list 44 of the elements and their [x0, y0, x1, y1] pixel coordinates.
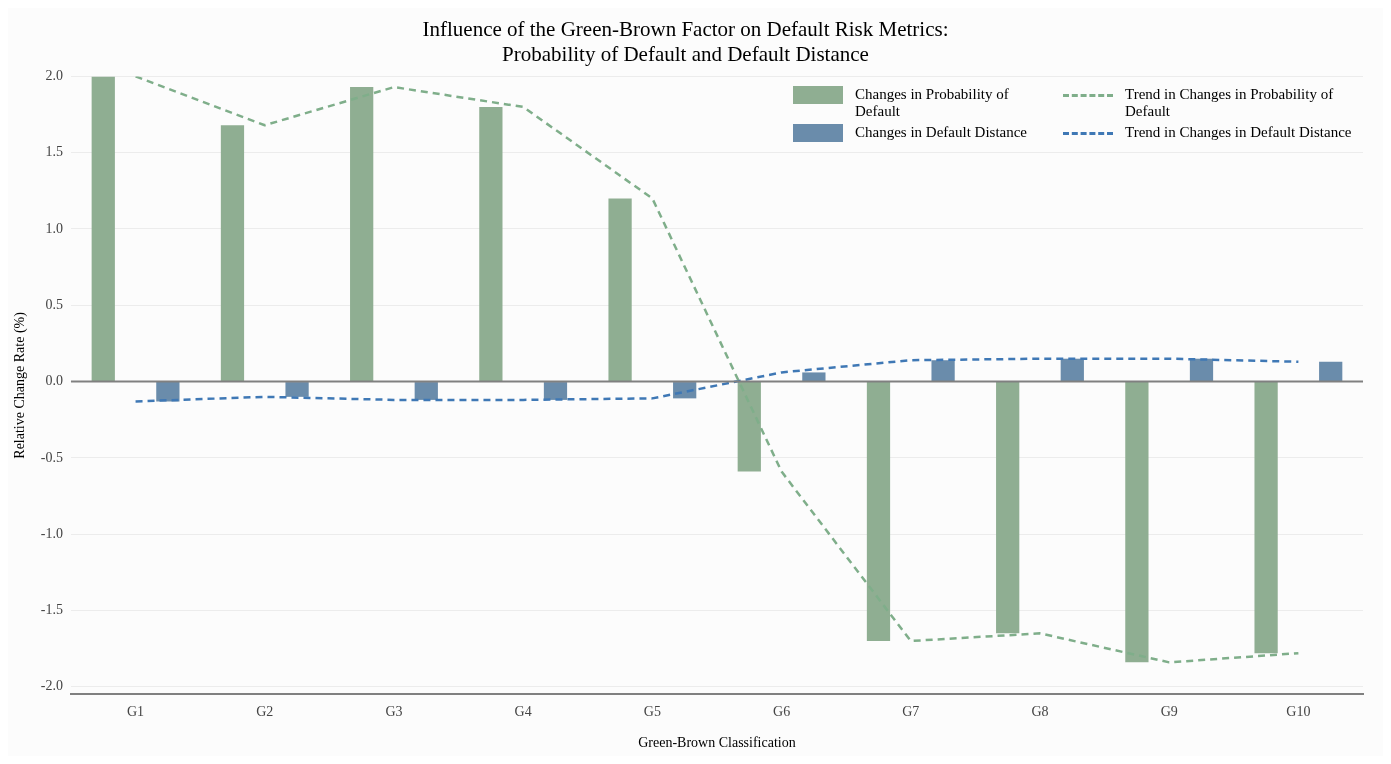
- bar: [479, 106, 503, 382]
- y-axis-title: Relative Change Rate (%): [12, 311, 29, 459]
- x-tick-label: G7: [902, 704, 920, 720]
- x-tick-label: G10: [1286, 704, 1311, 720]
- x-tick-label: G1: [127, 704, 145, 720]
- legend-label: Changes in Probability of Default: [855, 86, 1010, 120]
- bar: [1060, 358, 1084, 382]
- bar: [1189, 358, 1214, 382]
- y-tick-label: 2.0: [45, 68, 63, 84]
- legend-label: Trend in Changes in Probability of Default: [1125, 86, 1335, 120]
- x-axis-title: Green-Brown Classification: [638, 735, 796, 751]
- x-tick-label: G9: [1160, 704, 1178, 720]
- x-tick-label: G5: [643, 704, 661, 720]
- bar: [91, 76, 115, 382]
- legend-label: Trend in Changes in Default Distance: [1125, 124, 1352, 141]
- bar: [220, 125, 245, 382]
- y-tick-label: 1.5: [45, 144, 63, 160]
- x-tick-label: G3: [385, 704, 403, 720]
- line-series: [134, 357, 1300, 403]
- bar: [1125, 382, 1149, 663]
- bar: [802, 372, 826, 382]
- bar: [608, 198, 632, 382]
- y-tick-label: 0.5: [45, 296, 63, 312]
- x-tick-label: G8: [1031, 704, 1049, 720]
- bar: [350, 87, 374, 382]
- bar: [285, 382, 309, 397]
- y-tick-label: -0.5: [40, 449, 63, 465]
- y-tick-label: -2.0: [40, 678, 63, 694]
- bar: [414, 382, 438, 400]
- y-tick-label: 1.0: [45, 220, 63, 236]
- chart-title: Influence of the Green-Brown Factor on Default Risk Metrics: Probability of Default and Default Distance: [422, 17, 949, 67]
- y-tick-label: -1.5: [40, 602, 63, 618]
- bar: [931, 360, 955, 382]
- x-tick-label: G4: [514, 704, 532, 720]
- bar: [1319, 361, 1343, 382]
- bar: [866, 382, 891, 641]
- legend-label: Changes in Default Distance: [855, 124, 1028, 141]
- bar: [996, 382, 1020, 634]
- y-tick-label: -1.0: [40, 525, 63, 541]
- bar: [1254, 382, 1278, 654]
- x-tick-label: G2: [256, 704, 274, 720]
- bar: [737, 382, 761, 472]
- y-tick-label: 0.0: [45, 373, 63, 389]
- x-tick-label: G6: [773, 704, 791, 720]
